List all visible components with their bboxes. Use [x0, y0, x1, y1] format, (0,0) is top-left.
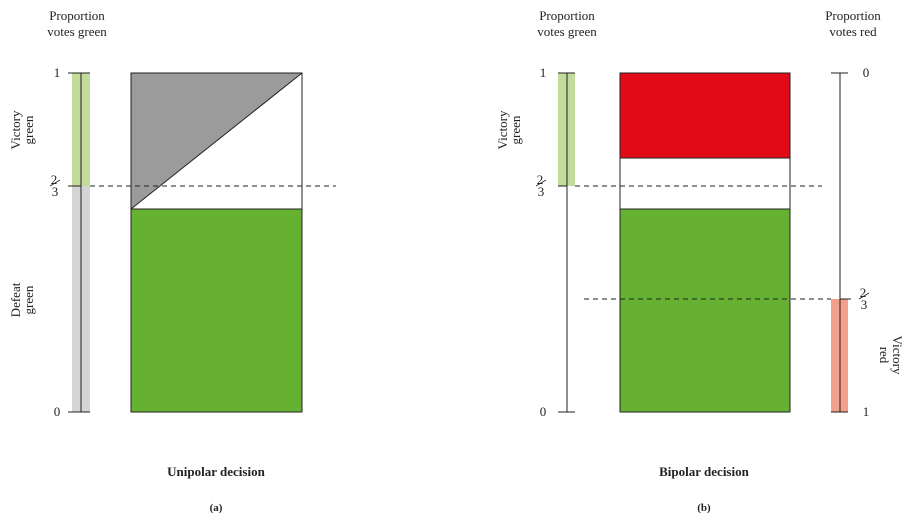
panel-a-tick-label-0: 0: [54, 404, 61, 419]
panel-a-green-area: [131, 209, 302, 412]
victory-red-label: Victory red: [877, 336, 905, 375]
panel-a-diagonal: [130, 72, 303, 210]
panel-b-left-tick-fraction-num: 2: [537, 172, 544, 187]
panel-a-box: [130, 72, 303, 413]
panel-b-right-axis-title-line2: votes red: [829, 24, 877, 39]
panel-b-green-area: [620, 209, 790, 412]
defeat-green-label-line1: Defeat: [8, 282, 23, 317]
panel-a-axis-title-line2: votes green: [47, 24, 107, 39]
defeat-green-label-line2: green: [21, 285, 36, 314]
panel-b-right-axis-title-line1: Proportion: [825, 8, 881, 23]
victory-green-label-b-line1: Victory: [495, 110, 510, 149]
victory-green-label: Victory green: [8, 110, 36, 149]
panel-a-caption: Unipolar decision: [167, 464, 265, 479]
victory-green-label-line1: Victory: [8, 110, 23, 149]
panel-b-left-axis-title-line1: Proportion: [539, 8, 595, 23]
panel-b-right-tick-label-0: 0: [863, 65, 870, 80]
panel-b-left-fraction-slash: [535, 179, 547, 187]
panel-a-tick-label-1: 1: [54, 65, 61, 80]
victory-green-label-line2: green: [21, 115, 36, 144]
panel-b-right-tick-fraction-num: 2: [860, 285, 867, 300]
panel-a-tick-fraction-den: 3: [52, 184, 59, 199]
victory-red-label-line2: red: [877, 347, 892, 364]
panel-b-left-tick-label-1: 1: [540, 65, 547, 80]
victory-green-label-b-line2: green: [508, 115, 523, 144]
panel-b-left-tick-label-0: 0: [540, 404, 547, 419]
panel-a-fraction-slash: [49, 179, 61, 187]
panel-b-caption: Bipolar decision: [659, 464, 749, 479]
panel-a-tick-fraction-num: 2: [51, 172, 58, 187]
panel-a: Proportion votes green 1 0 2 3 Victory g…: [8, 8, 336, 514]
panel-b: Proportion votes green Proportion votes …: [495, 8, 905, 514]
panel-b-right-fraction-slash: [858, 292, 870, 300]
panel-b-red-area: [620, 73, 790, 158]
defeat-green-label: Defeat green: [8, 282, 36, 317]
panel-a-sublabel: (a): [210, 502, 223, 514]
panel-b-left-axis-title-line2: votes green: [537, 24, 597, 39]
panel-a-axis-title-line1: Proportion: [49, 8, 105, 23]
victory-red-label-line1: Victory: [890, 336, 905, 375]
panel-b-sublabel: (b): [697, 502, 711, 514]
panel-b-box: [619, 72, 791, 413]
panel-b-right-tick-label-1: 1: [863, 404, 870, 419]
panel-b-right-tick-fraction-den: 3: [861, 297, 868, 312]
victory-green-label-b: Victory green: [495, 110, 523, 149]
panel-b-left-tick-fraction-den: 3: [538, 184, 545, 199]
